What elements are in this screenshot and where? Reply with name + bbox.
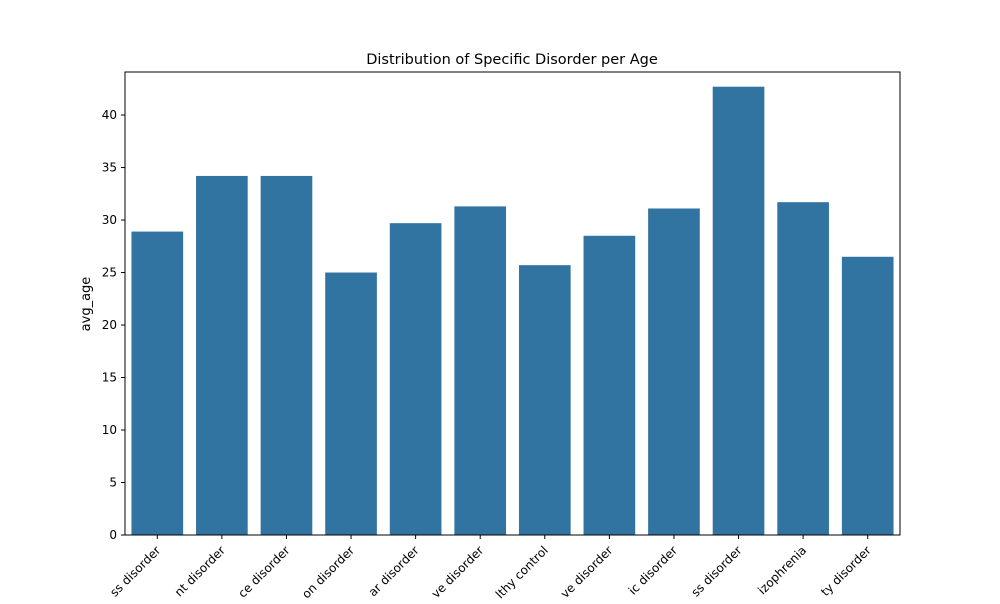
y-axis-label: avg_age: [79, 277, 94, 332]
x-tick-label-4: ar disorder: [366, 543, 422, 599]
y-axis-ticks: 0 5 10 15 20 25 30 35 40: [102, 108, 125, 542]
x-tick-label-8: ic disorder: [626, 543, 680, 597]
x-tick-label-11: ty disorder: [818, 543, 874, 599]
bar-10: [777, 202, 829, 535]
bar-4: [389, 223, 442, 536]
bar-8: [648, 208, 700, 535]
y-tick-label-6: 30: [102, 213, 117, 227]
x-tick-label-10: izophrenia: [755, 543, 809, 597]
y-tick-label-7: 35: [102, 161, 117, 175]
bars-group: [131, 86, 894, 536]
bar-0: [131, 231, 184, 535]
bar-5: [454, 206, 507, 535]
x-tick-label-6: lthy control: [493, 543, 551, 600]
bar-9: [712, 86, 765, 535]
bar-1: [196, 175, 248, 535]
x-tick-label-2: ce disorder: [235, 543, 292, 600]
y-tick-label-5: 25: [102, 266, 117, 280]
bar-3: [325, 272, 377, 535]
y-tick-label-3: 15: [102, 371, 117, 385]
x-tick-label-1: nt disorder: [172, 543, 228, 599]
x-tick-label-3: on disorder: [299, 543, 357, 600]
chart-title: Distribution of Specific Disorder per Ag…: [366, 52, 658, 68]
y-tick-label-4: 20: [102, 318, 117, 332]
bar-7: [583, 235, 636, 535]
y-tick-label-2: 10: [102, 423, 117, 437]
bar-11: [841, 256, 894, 535]
bar-2: [260, 175, 313, 535]
x-tick-label-9: ss disorder: [688, 543, 744, 599]
x-tick-label-5: ve disorder: [429, 543, 487, 600]
y-tick-label-1: 5: [109, 476, 117, 490]
bar-6: [518, 265, 571, 535]
x-axis-ticks: ss disorder nt disorder ce disorder on diso…: [107, 535, 874, 601]
y-tick-label-0: 0: [109, 528, 117, 542]
x-tick-label-7: ve disorder: [558, 543, 616, 600]
x-tick-label-0: ss disorder: [107, 543, 163, 599]
y-tick-label-8: 40: [102, 108, 117, 122]
plot-area-frame: [124, 71, 901, 536]
